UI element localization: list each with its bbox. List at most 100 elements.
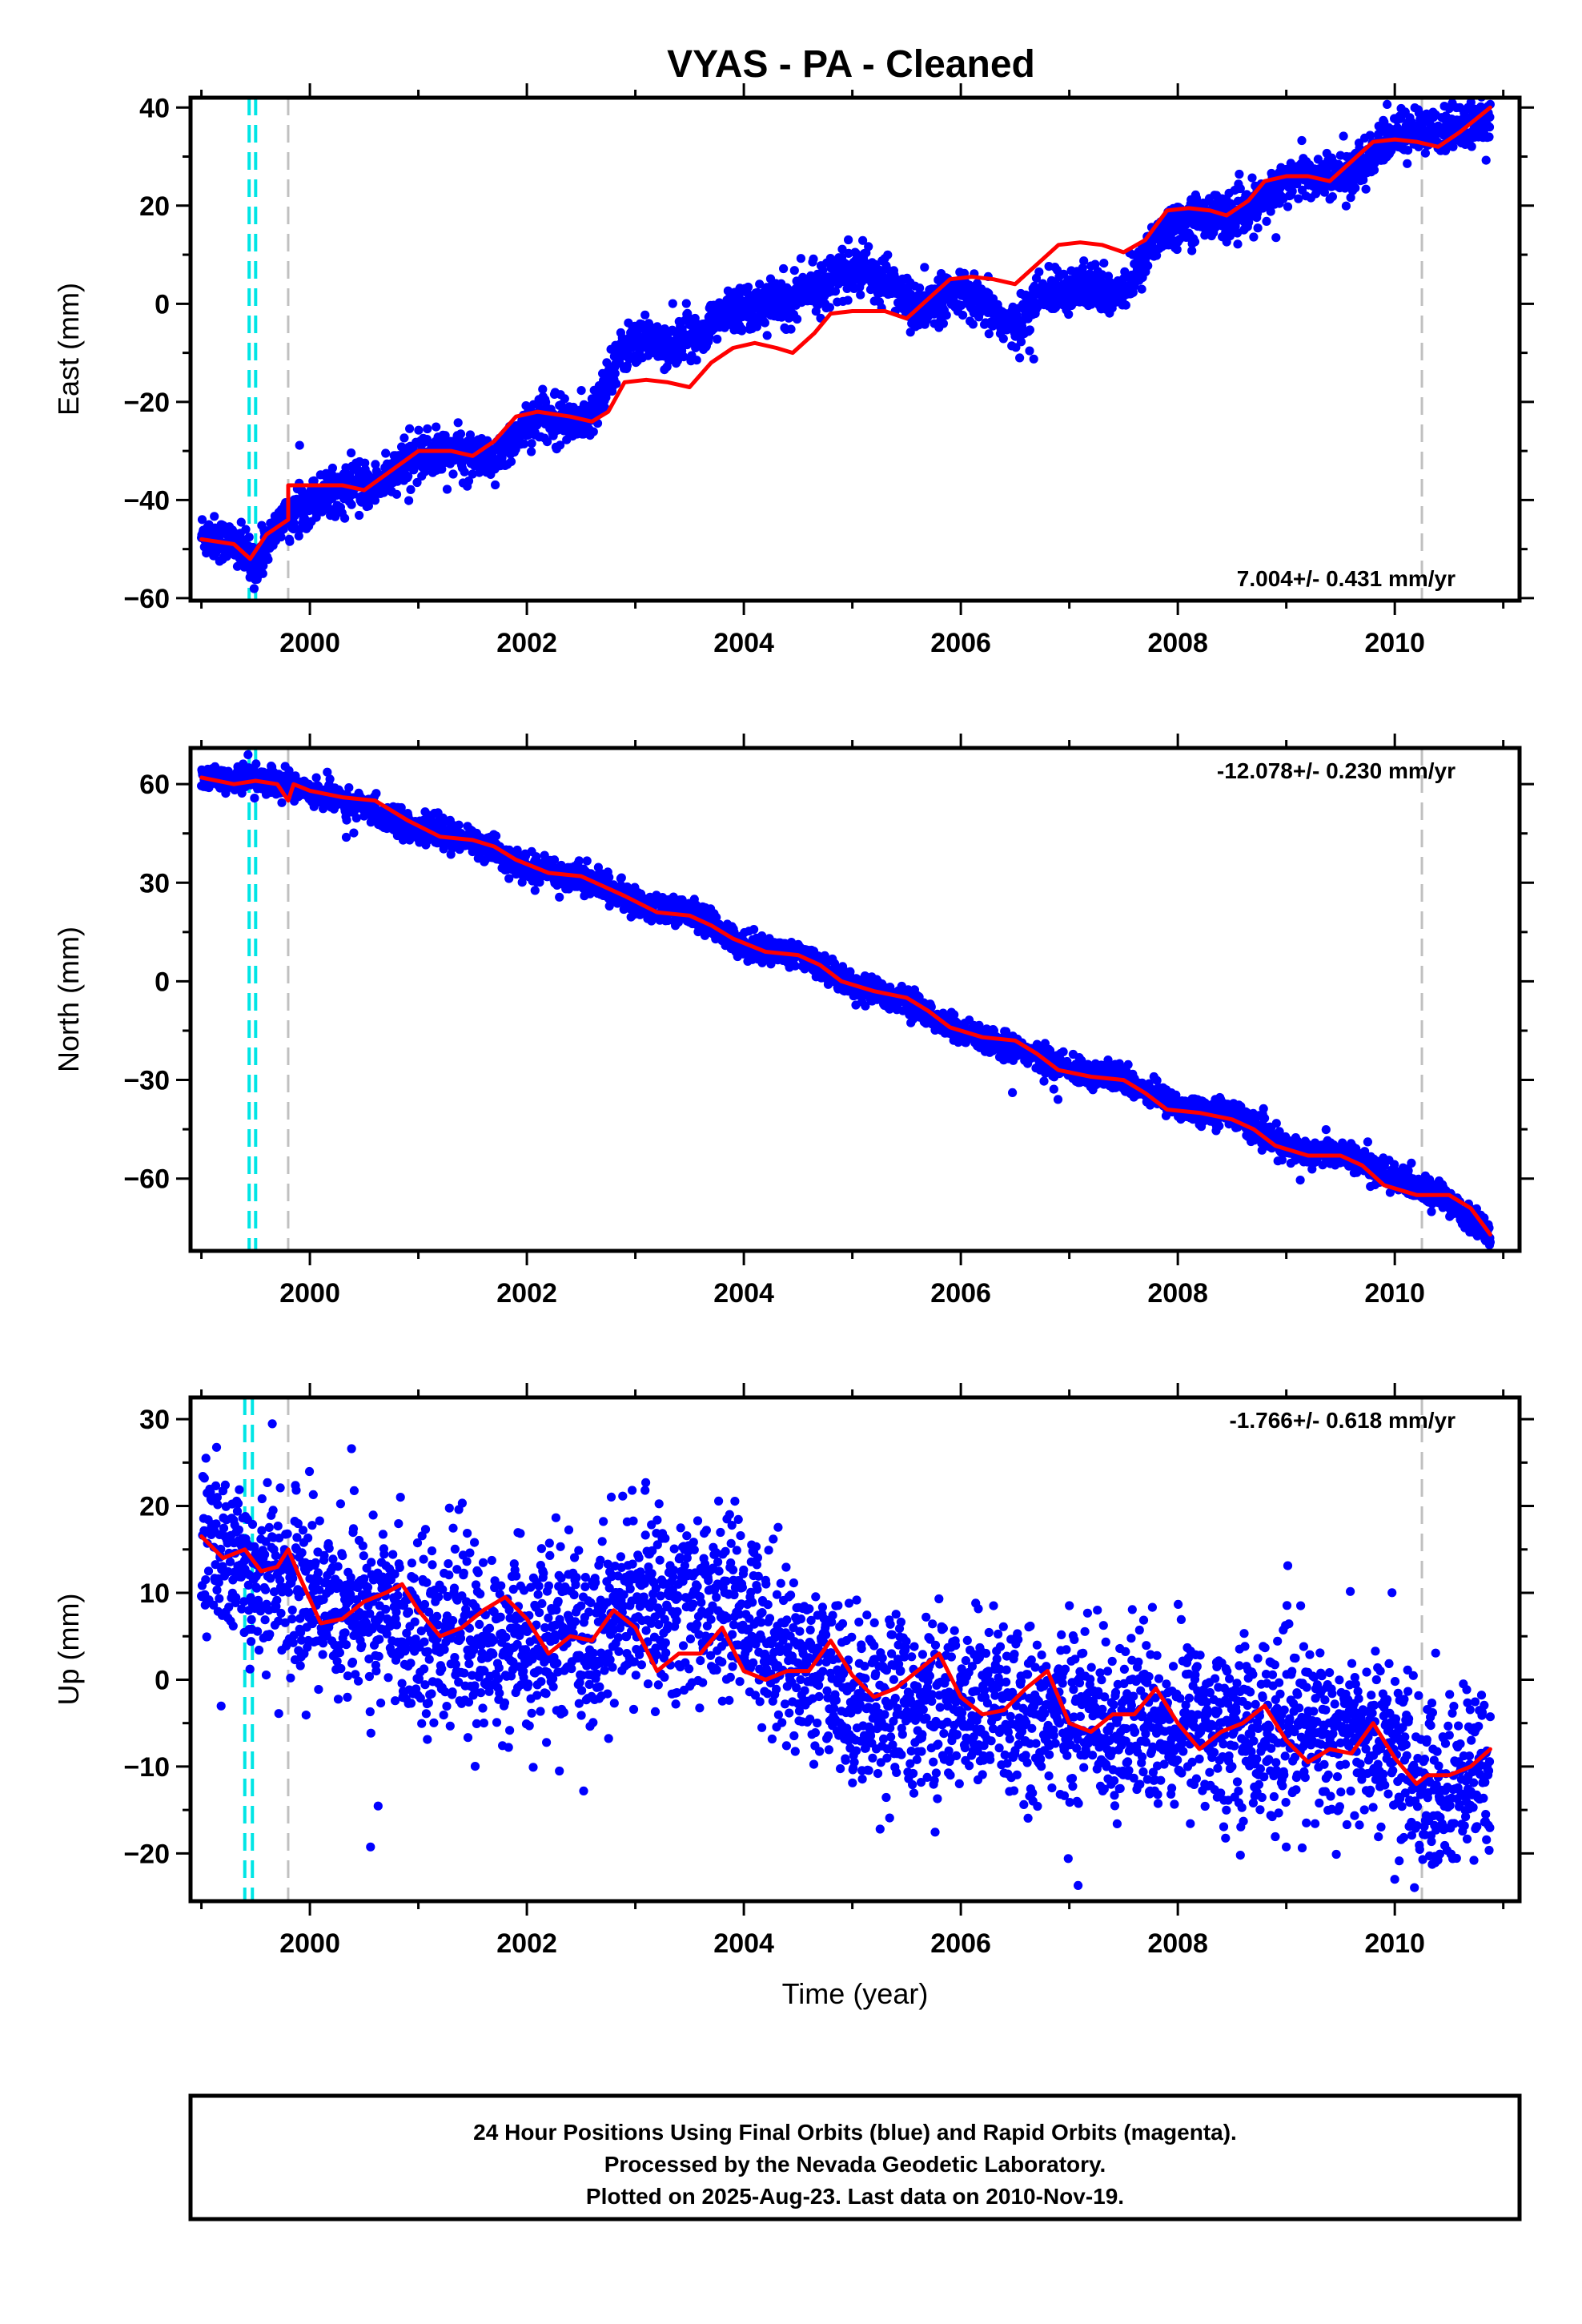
north-data-point: [341, 832, 351, 842]
east-data-point: [1403, 159, 1412, 168]
north-data-point: [454, 820, 464, 830]
east-data-point: [1121, 300, 1130, 310]
north-plot-content: [197, 748, 1495, 1251]
east-data-point: [420, 467, 430, 476]
east-data-point: [448, 469, 458, 479]
east-y-tick-label: 20: [139, 191, 170, 222]
east-data-point: [241, 525, 251, 534]
east-data-point: [437, 464, 447, 474]
east-data-point: [1481, 155, 1491, 165]
east-data-point: [464, 476, 474, 486]
east-data-point: [1327, 192, 1337, 202]
east-data-point: [258, 569, 267, 578]
north-data-points: [197, 750, 1495, 1250]
east-data-point: [276, 533, 286, 542]
east-data-point: [456, 429, 466, 439]
east-data-point: [588, 427, 598, 436]
east-data-point: [683, 308, 693, 318]
east-x-tick-label: 2006: [930, 628, 991, 658]
east-data-point: [942, 311, 951, 320]
east-data-point: [837, 244, 847, 254]
east-data-point: [197, 515, 207, 525]
east-data-point: [506, 456, 516, 467]
east-data-point: [809, 254, 818, 263]
east-data-point: [844, 235, 853, 245]
east-data-point: [327, 463, 337, 473]
north-data-point: [344, 783, 354, 793]
east-data-point: [938, 319, 948, 328]
east-data-point: [830, 287, 841, 296]
east-data-point: [347, 448, 356, 458]
east-data-point: [1190, 237, 1200, 247]
east-data-point: [681, 299, 691, 308]
east-data-point: [881, 263, 891, 273]
east-data-point: [542, 437, 552, 447]
east-data-point: [843, 296, 853, 305]
east-data-point: [789, 266, 799, 275]
east-data-point: [883, 250, 893, 259]
north-data-point: [492, 831, 501, 841]
east-data-point: [1233, 239, 1243, 249]
east-data-point: [556, 440, 565, 450]
east-data-point: [331, 512, 340, 521]
east-data-point: [1249, 232, 1259, 242]
east-data-point: [825, 303, 834, 312]
east-data-point: [984, 329, 994, 339]
east-data-point: [400, 433, 409, 443]
east-data-point: [915, 283, 925, 293]
east-data-point: [289, 518, 299, 528]
east-data-point: [612, 379, 621, 388]
north-data-point: [311, 773, 321, 782]
east-plot-content: [197, 73, 1495, 601]
east-x-tick-label: 2008: [1147, 628, 1208, 658]
east-data-point: [1474, 73, 1483, 82]
east-data-point: [363, 501, 373, 511]
east-data-point: [468, 469, 477, 479]
east-data-point: [762, 331, 772, 340]
north-data-point: [349, 828, 359, 838]
east-data-point: [249, 584, 259, 593]
east-y-tick-label: −60: [123, 584, 170, 614]
east-data-point: [1271, 233, 1281, 243]
east-data-point: [1484, 123, 1495, 132]
east-y-tick-label: −20: [123, 388, 170, 418]
east-data-point: [285, 537, 295, 546]
east-data-point: [381, 448, 391, 458]
east-data-point: [786, 324, 796, 334]
east-data-point: [1484, 132, 1494, 142]
east-data-point: [1099, 259, 1109, 268]
east-data-point: [668, 299, 677, 308]
east-data-point: [737, 324, 747, 334]
east-x-tick-label: 2002: [496, 628, 557, 658]
east-data-point: [371, 460, 380, 469]
east-data-point: [864, 242, 873, 251]
north-data-point: [342, 815, 351, 825]
east-data-point: [640, 310, 650, 320]
east-data-point: [576, 386, 586, 396]
east-rate-annotation: 7.004+/- 0.431 mm/yr: [1237, 566, 1456, 591]
figure-title: VYAS - PA - Cleaned: [667, 43, 1035, 86]
east-data-point: [309, 476, 319, 486]
east-data-point: [1351, 183, 1360, 193]
north-data-point: [277, 798, 287, 807]
north-data-point: [243, 750, 253, 760]
east-data-point: [442, 485, 452, 494]
east-data-point: [679, 352, 689, 362]
east-data-point: [295, 440, 304, 450]
east-data-point: [818, 265, 828, 275]
east-data-point: [404, 496, 414, 505]
east-data-point: [1467, 142, 1476, 151]
east-data-point: [520, 439, 529, 448]
east-data-point: [752, 322, 762, 332]
east-data-point: [856, 290, 865, 300]
east-data-point: [1137, 284, 1146, 294]
east-data-point: [1064, 309, 1074, 320]
east-data-point: [1339, 131, 1348, 141]
east-data-point: [1029, 354, 1038, 364]
east-data-point: [1025, 346, 1034, 356]
north-data-point: [555, 892, 564, 902]
east-data-point: [391, 489, 402, 499]
east-data-point: [1297, 135, 1307, 146]
